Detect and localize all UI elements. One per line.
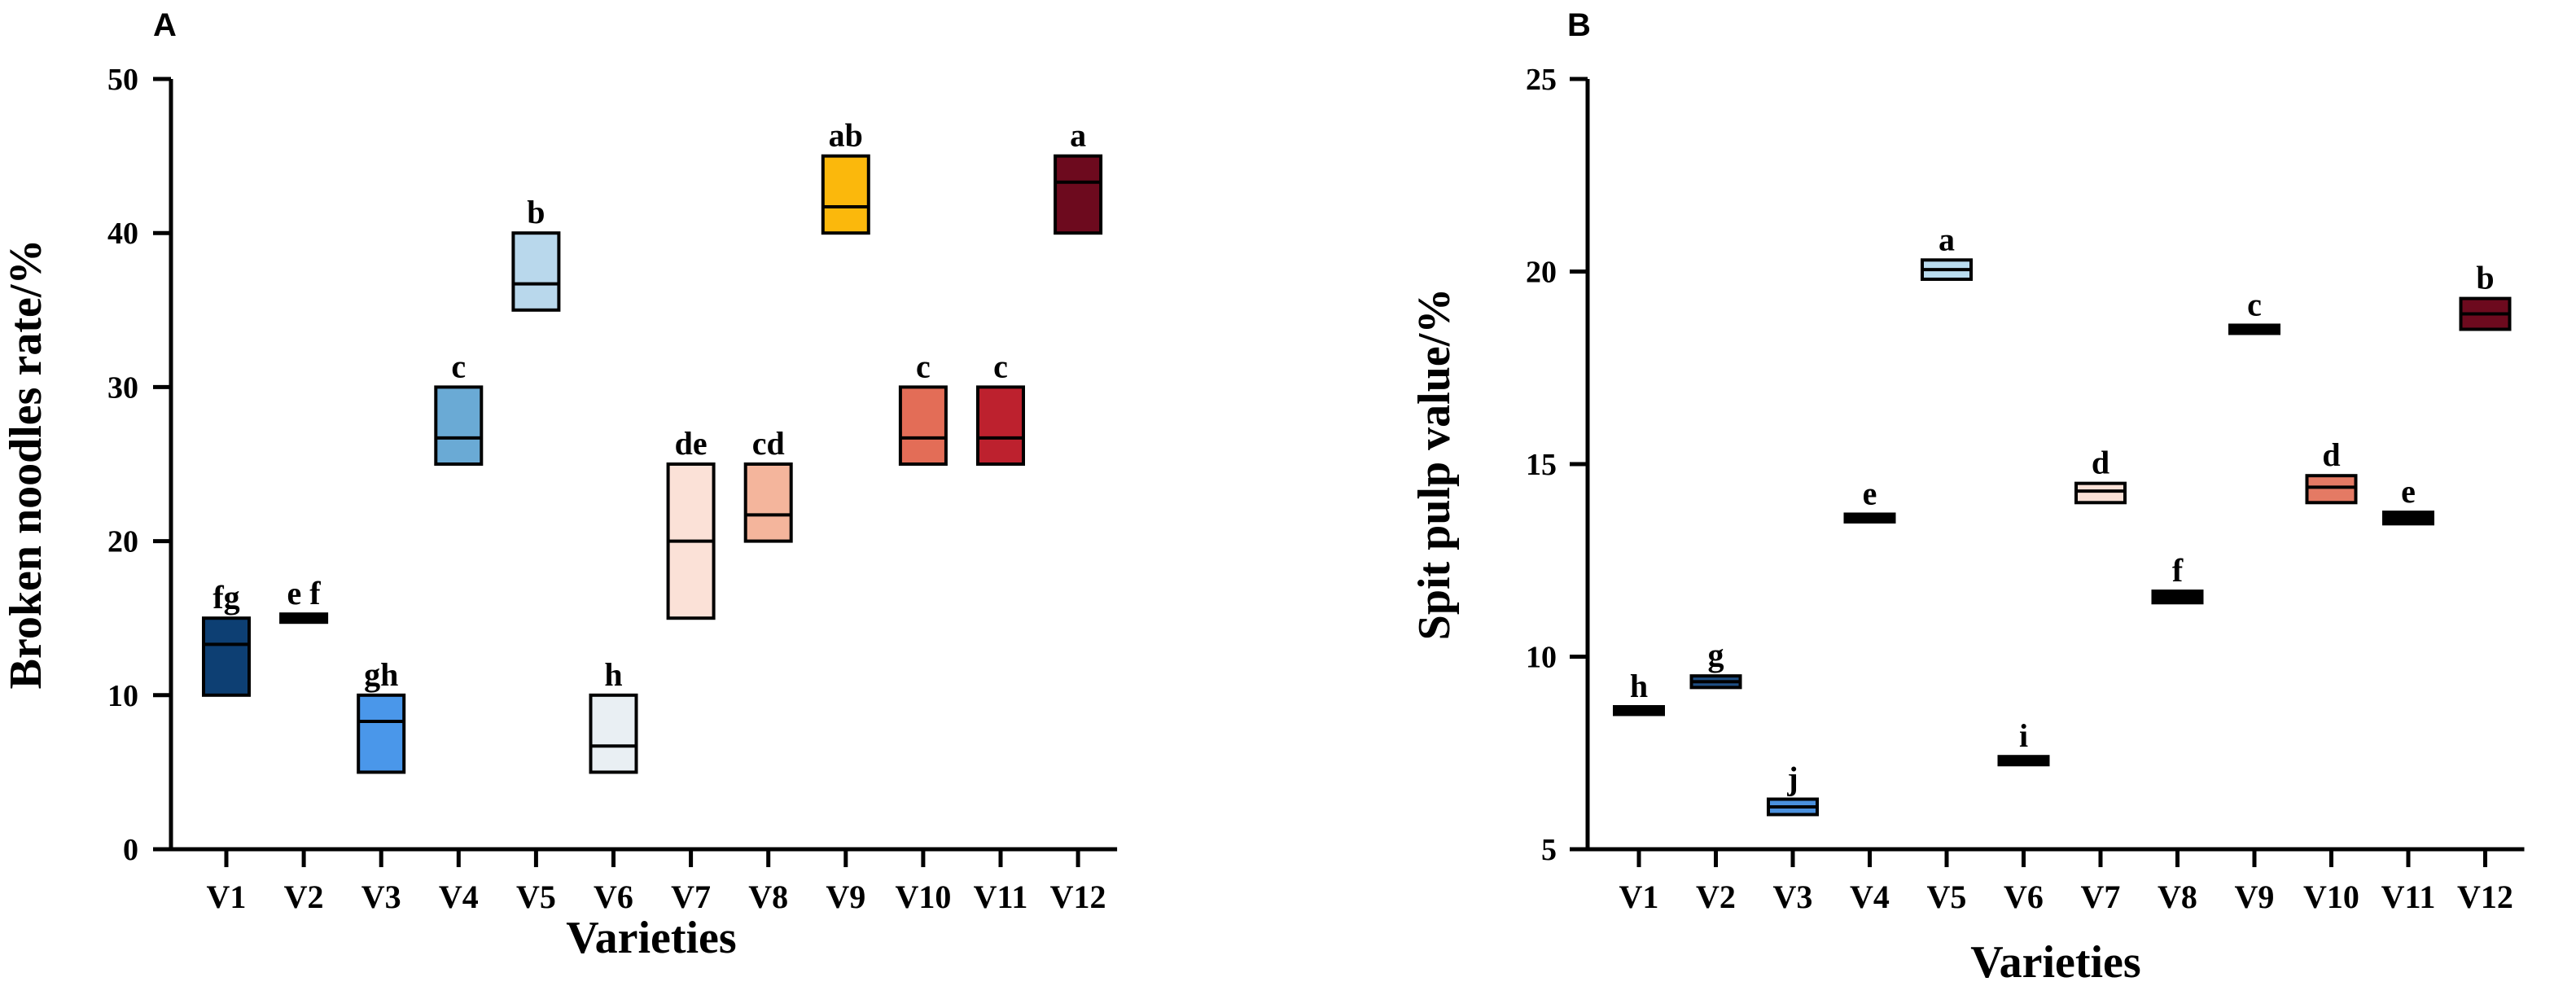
significance-label-v10: d xyxy=(2322,436,2340,473)
x-tick-label: V2 xyxy=(1696,879,1736,915)
y-tick-label: 40 xyxy=(107,217,138,251)
significance-label-v6: h xyxy=(604,656,622,693)
box-v1 xyxy=(202,616,251,697)
chart-panel-b: B 5 10 15 20 25 V1 h V2 g V3 j V4 e V5 a V6 i V7 d V8 f V9 c V10… xyxy=(1409,7,2525,988)
x-tick-label: V6 xyxy=(2004,879,2044,915)
significance-label-v10: c xyxy=(916,348,931,384)
significance-label-v9: ab xyxy=(829,117,863,154)
significance-label-v1: h xyxy=(1630,668,1648,704)
panel-letter: B xyxy=(1567,7,1591,43)
significance-label-v8: cd xyxy=(752,425,785,462)
x-tick-label: V9 xyxy=(2235,879,2275,915)
box-v9 xyxy=(821,154,870,235)
y-tick-label: 5 xyxy=(1541,833,1557,867)
significance-label-v6: i xyxy=(2019,717,2028,754)
significance-label-v7: d xyxy=(2092,445,2109,481)
y-tick-label: 10 xyxy=(107,679,138,713)
x-tick-label: V5 xyxy=(1927,879,1967,915)
box-v7 xyxy=(2074,481,2127,505)
x-tick-label: V3 xyxy=(1773,879,1813,915)
significance-label-v12: a xyxy=(1070,117,1086,154)
box-v4 xyxy=(434,385,484,466)
x-tick-label: V10 xyxy=(895,879,951,915)
y-tick-label: 20 xyxy=(107,525,138,559)
box-v12 xyxy=(1054,154,1103,235)
x-tick-label: V8 xyxy=(748,879,788,915)
x-tick-label: V4 xyxy=(439,879,479,915)
y-tick-label: 20 xyxy=(1526,256,1557,290)
x-tick-label: V7 xyxy=(2081,879,2121,915)
box-v10 xyxy=(2305,474,2358,505)
y-tick-label: 25 xyxy=(1526,63,1557,97)
y-tick-label: 30 xyxy=(107,370,138,405)
box-v6 xyxy=(589,693,638,774)
x-tick-label: V4 xyxy=(1850,879,1890,915)
x-tick-label: V9 xyxy=(826,879,865,915)
x-tick-label: V12 xyxy=(2457,879,2513,915)
y-axis-title: Spit pulp value/% xyxy=(1409,288,1460,641)
box-v8 xyxy=(743,462,793,543)
significance-label-v5: a xyxy=(1939,221,1955,257)
x-tick-label: V7 xyxy=(671,879,711,915)
significance-label-v12: b xyxy=(2476,260,2494,296)
y-tick-label: 15 xyxy=(1526,448,1557,482)
chart-panel-a: A 0 10 20 30 40 50 V1 fg V2 e f V3 gh V4 c V5 b V6 h V7 de V8… xyxy=(1,7,1118,963)
x-tick-label: V6 xyxy=(594,879,633,915)
significance-label-v8: f xyxy=(2172,552,2184,589)
x-tick-label: V1 xyxy=(207,879,247,915)
significance-label-v1: fg xyxy=(212,579,239,616)
y-tick-label: 0 xyxy=(123,833,138,867)
box-v10 xyxy=(898,385,948,466)
significance-label-v4: c xyxy=(451,348,466,384)
significance-label-v3: gh xyxy=(364,656,398,693)
significance-label-v2: e f xyxy=(287,575,322,611)
x-tick-label: V11 xyxy=(974,879,1028,915)
x-tick-label: V5 xyxy=(516,879,556,915)
significance-label-v5: b xyxy=(527,194,545,230)
x-tick-label: V10 xyxy=(2303,879,2359,915)
y-axis-title: Broken noodles rate/% xyxy=(1,239,51,690)
panel-letter: A xyxy=(153,7,177,43)
x-tick-label: V11 xyxy=(2381,879,2436,915)
x-axis-title: Varieties xyxy=(1970,937,2140,988)
significance-label-v7: de xyxy=(675,425,708,462)
y-tick-label: 10 xyxy=(1526,641,1557,675)
x-axis-title: Varieties xyxy=(566,913,736,963)
box-v5 xyxy=(511,231,561,312)
significance-label-v2: g xyxy=(1708,637,1724,673)
x-tick-label: V3 xyxy=(361,879,401,915)
y-tick-label: 50 xyxy=(107,63,138,97)
x-tick-label: V2 xyxy=(284,879,324,915)
x-tick-label: V12 xyxy=(1050,879,1106,915)
significance-label-v4: e xyxy=(1863,475,1877,511)
significance-label-v11: c xyxy=(993,348,1008,384)
x-tick-label: V8 xyxy=(2158,879,2197,915)
box-v3 xyxy=(357,693,406,774)
box-v11 xyxy=(976,385,1025,466)
x-tick-label: V1 xyxy=(1619,879,1659,915)
significance-label-v3: j xyxy=(1786,760,1798,797)
significance-label-v9: c xyxy=(2247,286,2262,322)
significance-label-v11: e xyxy=(2401,473,2416,510)
